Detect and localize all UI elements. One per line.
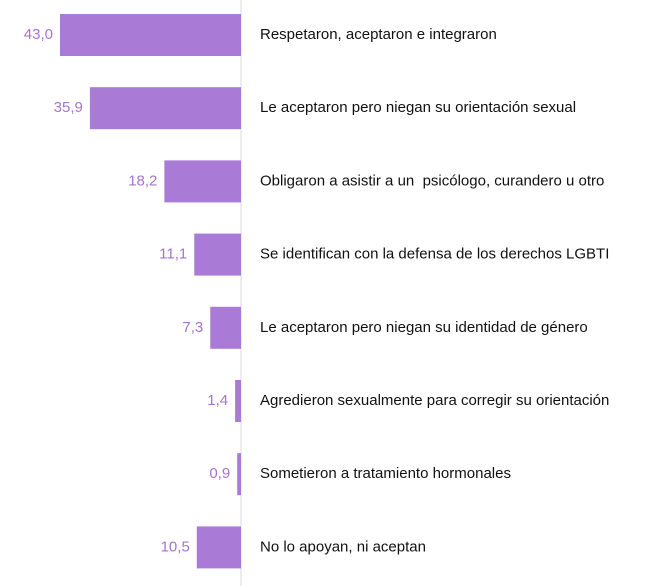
category-label: Agredieron sexualmente para corregir su … (260, 392, 609, 409)
value-label: 43,0 (24, 26, 53, 43)
category-label: Le aceptaron pero niegan su identidad de… (260, 319, 588, 336)
value-label: 11,1 (159, 246, 187, 263)
category-label: No lo apoyan, ni aceptan (260, 538, 426, 555)
value-label: 10,5 (161, 538, 190, 555)
value-label: 35,9 (54, 99, 83, 116)
value-label: 7,3 (182, 319, 203, 336)
value-label: 1,4 (207, 392, 228, 409)
bar (235, 380, 241, 422)
value-label: 0,9 (209, 465, 230, 482)
category-label: Sometieron a tratamiento hormonales (260, 465, 511, 482)
bar (196, 526, 241, 569)
value-label: 18,2 (128, 172, 157, 189)
category-label: Respetaron, aceptaron e integraron (260, 26, 497, 43)
category-label: Se identifican con la defensa de los der… (260, 246, 609, 263)
category-label: Le aceptaron pero niegan su orientación … (260, 99, 576, 116)
category-label: Obligaron a asistir a un psicólogo, cura… (260, 172, 604, 189)
bar (210, 306, 241, 349)
bar (60, 14, 241, 56)
bar (164, 160, 241, 203)
bar (194, 233, 241, 276)
bar (237, 453, 241, 496)
bar (89, 87, 241, 130)
